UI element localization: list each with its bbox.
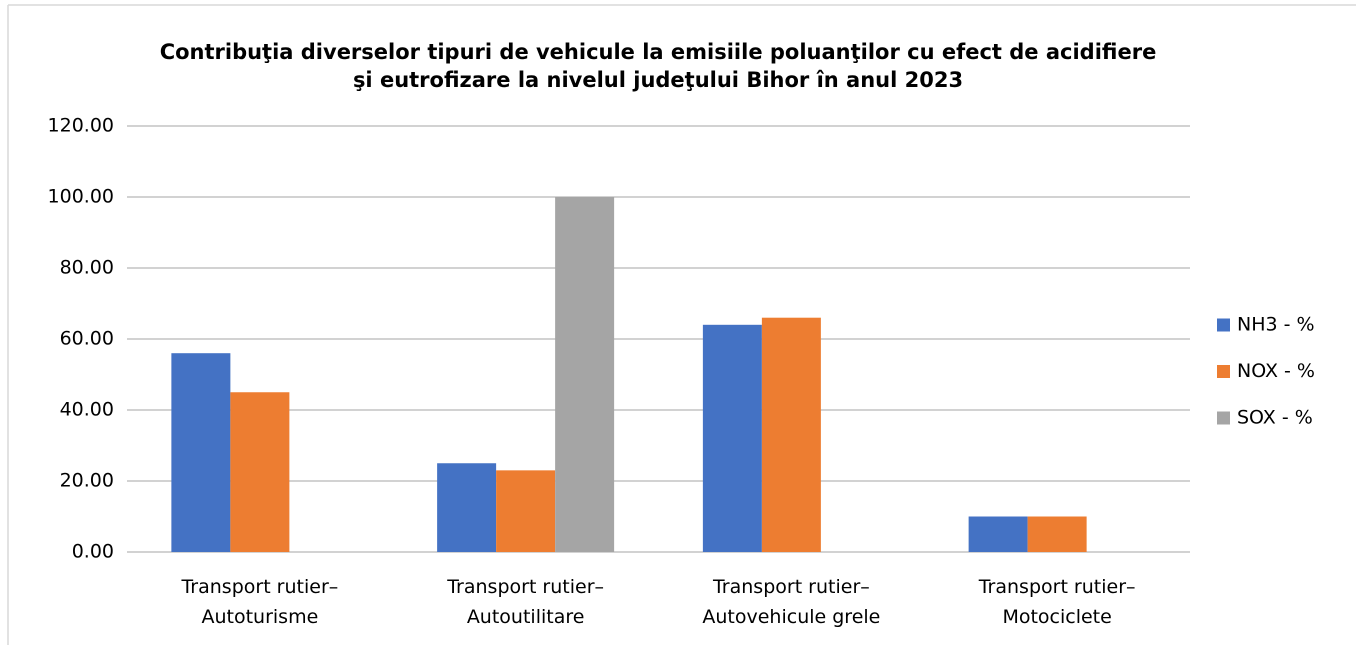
bar: [496, 470, 556, 552]
bar: [171, 353, 231, 552]
legend-label: SOX - %: [1237, 407, 1313, 429]
legend-label: NH3 - %: [1237, 314, 1315, 336]
x-tick-label: Transport rutier– Autovehicule grele: [702, 576, 881, 628]
chart-title: Contribuţia diverselor tipuri de vehicul…: [159, 40, 1157, 92]
bar: [437, 463, 497, 552]
bar: [761, 317, 821, 552]
bar: [230, 392, 290, 552]
x-tick-label: Transport rutier– Autoutilitare: [447, 576, 605, 628]
y-tick-label: 20.00: [60, 470, 114, 492]
y-tick-label: 0.00: [72, 541, 114, 563]
y-tick-label: 40.00: [60, 399, 114, 421]
bar: [702, 324, 762, 552]
legend-swatch: [1217, 365, 1230, 378]
y-tick-label: 120.00: [48, 115, 114, 137]
x-tick-label: Transport rutier– Motociclete: [978, 576, 1136, 628]
y-tick-label: 100.00: [48, 186, 114, 208]
legend-label: NOX - %: [1237, 360, 1315, 382]
legend-swatch: [1217, 411, 1230, 425]
y-tick-label: 80.00: [60, 257, 114, 279]
bar: [968, 516, 1028, 552]
y-tick-label: 60.00: [60, 328, 114, 350]
legend-swatch: [1217, 318, 1230, 332]
bar: [1027, 516, 1087, 552]
bar: [555, 197, 615, 552]
x-tick-label: Transport rutier– Autoturisme: [181, 576, 339, 628]
